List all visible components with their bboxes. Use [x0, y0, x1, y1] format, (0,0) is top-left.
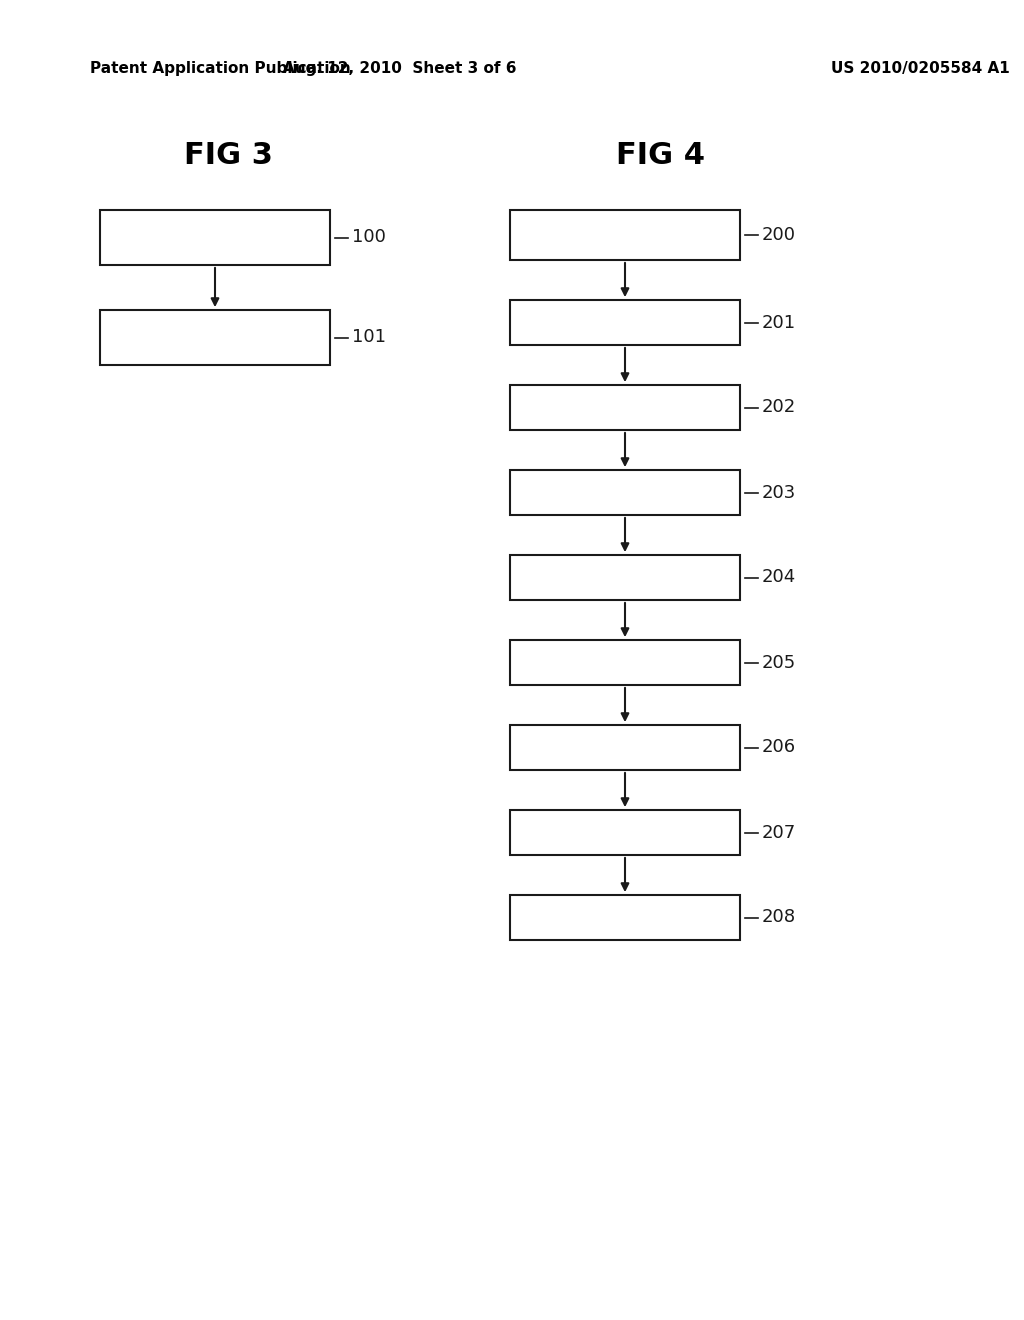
Text: Patent Application Publication: Patent Application Publication	[90, 61, 351, 75]
Text: 101: 101	[352, 329, 386, 346]
Text: FIG 4: FIG 4	[615, 140, 705, 169]
Bar	[510, 300, 740, 345]
Bar	[510, 210, 740, 260]
Text: 204: 204	[762, 569, 797, 586]
Bar	[510, 385, 740, 430]
Text: 202: 202	[762, 399, 797, 417]
Bar	[510, 895, 740, 940]
Bar	[510, 725, 740, 770]
Text: 203: 203	[762, 483, 797, 502]
Bar	[100, 210, 330, 265]
Bar	[510, 554, 740, 601]
Text: 208: 208	[762, 908, 796, 927]
Text: 207: 207	[762, 824, 797, 842]
Text: 200: 200	[762, 226, 796, 244]
Bar	[510, 640, 740, 685]
Text: 206: 206	[762, 738, 796, 756]
Bar	[100, 310, 330, 366]
Text: US 2010/0205584 A1: US 2010/0205584 A1	[830, 61, 1010, 75]
Bar	[510, 810, 740, 855]
Bar	[510, 470, 740, 515]
Text: FIG 3: FIG 3	[183, 140, 272, 169]
Text: 100: 100	[352, 228, 386, 247]
Text: Aug. 12, 2010  Sheet 3 of 6: Aug. 12, 2010 Sheet 3 of 6	[284, 61, 517, 75]
Text: 205: 205	[762, 653, 797, 672]
Text: 201: 201	[762, 314, 796, 331]
